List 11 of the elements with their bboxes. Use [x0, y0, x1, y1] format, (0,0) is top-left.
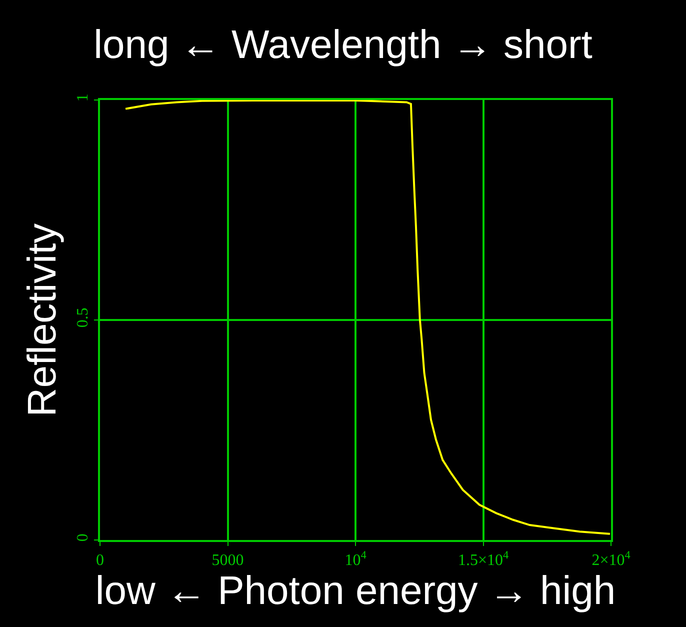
x-tick-label: 0	[96, 552, 104, 570]
x-tick-label: 1.5×10$^{4}$	[458, 549, 509, 570]
y-tick-label: 0	[74, 534, 92, 542]
x-axis-title: low ← Photon energy → high	[95, 569, 616, 614]
x-tick-label: 2×10$^{4}$	[592, 549, 631, 570]
x-tick-label: 10$^{4}$	[344, 549, 367, 570]
y-tick-label: 0.5	[74, 308, 92, 328]
chart-title: long ← Wavelength → short	[94, 22, 592, 67]
y-tick-label: 1	[74, 94, 92, 102]
y-axis-title: Reflectivity	[20, 223, 65, 417]
x-tick-label: 5000	[212, 552, 244, 570]
